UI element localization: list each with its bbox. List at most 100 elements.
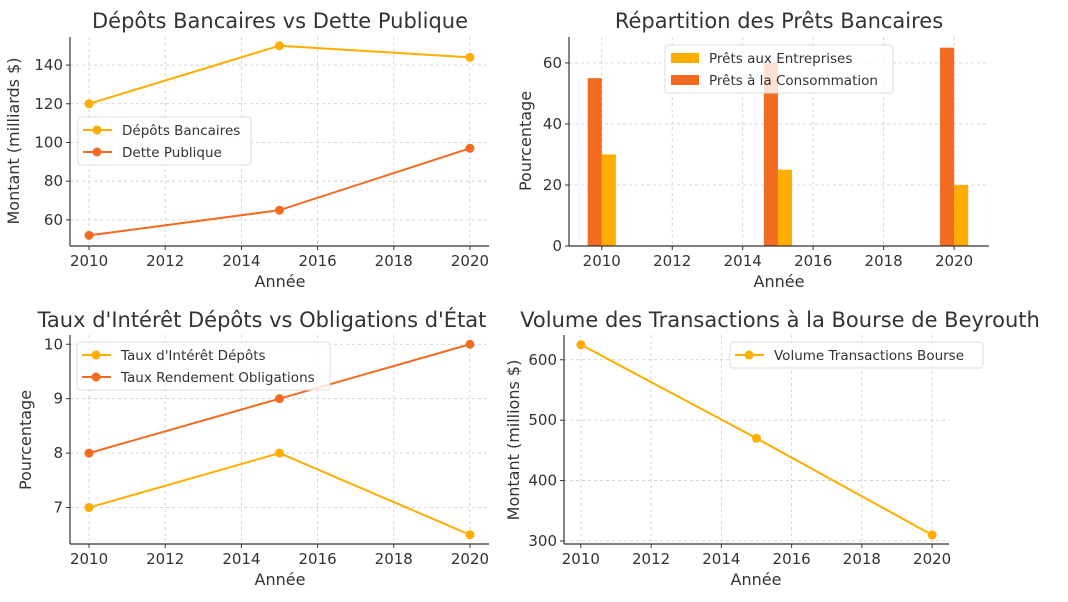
x-tick-label: 2020 bbox=[935, 252, 973, 270]
legend: Dépôts Bancaires Dette Publique bbox=[77, 116, 252, 166]
data-point bbox=[275, 41, 284, 51]
x-tick-label: 2014 bbox=[222, 550, 260, 568]
y-axis-label: Montant (milliards $) bbox=[4, 57, 23, 224]
x-axis-label: Année bbox=[754, 272, 805, 291]
chart-title: Dépôts Bancaires vs Dette Publique bbox=[92, 9, 468, 33]
chart-title: Répartition des Prêts Bancaires bbox=[615, 9, 943, 33]
series-line bbox=[88, 44, 471, 105]
x-tick-label: 2020 bbox=[451, 252, 489, 270]
y-tick-label: 100 bbox=[34, 133, 63, 151]
legend-marker bbox=[92, 147, 102, 157]
x-tick-label: 2012 bbox=[632, 550, 670, 568]
x-tick-label: 2012 bbox=[146, 252, 184, 270]
legend-box bbox=[77, 116, 252, 166]
subplot-2: 2010 2012 2014 2016 2018 2020 0 20 40 60 Prêts aux… bbox=[516, 9, 989, 291]
y-tick-label: 0 bbox=[552, 237, 562, 255]
y-tick-label: 60 bbox=[44, 211, 63, 229]
y-tick-label: 8 bbox=[53, 444, 63, 462]
legend-marker bbox=[91, 350, 101, 360]
x-tick-label: 2018 bbox=[843, 550, 881, 568]
data-point bbox=[84, 448, 94, 458]
legend-label: Dette Publique bbox=[122, 145, 222, 161]
legend-marker bbox=[91, 372, 101, 382]
legend-label: Prêts aux Entreprises bbox=[709, 51, 852, 67]
legend-swatch bbox=[671, 53, 699, 63]
bar-entreprises bbox=[601, 154, 616, 246]
x-tick-label: 2012 bbox=[146, 550, 184, 568]
subplot-1: 2010 2012 2014 2016 2018 2020 60 80 100 120 140 Dép… bbox=[4, 9, 489, 291]
legend-label: Volume Transactions Bourse bbox=[774, 348, 964, 364]
data-point bbox=[465, 143, 475, 153]
x-tick-label: 2016 bbox=[794, 252, 832, 270]
y-tick-label: 60 bbox=[543, 54, 562, 72]
y-tick-label: 80 bbox=[44, 172, 63, 190]
x-tick-label: 2020 bbox=[451, 550, 489, 568]
x-tick-label: 2012 bbox=[653, 252, 691, 270]
y-tick-label: 500 bbox=[528, 411, 557, 429]
legend-box bbox=[664, 44, 894, 94]
x-tick-label: 2016 bbox=[773, 550, 811, 568]
y-tick-label: 300 bbox=[528, 532, 557, 550]
data-point bbox=[576, 340, 586, 350]
x-tick-label: 2010 bbox=[562, 550, 600, 568]
data-point bbox=[275, 448, 284, 458]
y-tick-label: 20 bbox=[543, 176, 562, 194]
legend: Prêts aux Entreprises Prêts à la Consomma… bbox=[664, 44, 894, 94]
bar-entreprises bbox=[954, 184, 969, 246]
y-tick-label: 600 bbox=[528, 351, 557, 369]
data-point bbox=[275, 394, 284, 404]
y-tick-label: 7 bbox=[53, 499, 63, 517]
x-tick-label: 2018 bbox=[375, 252, 413, 270]
x-tick-label: 2010 bbox=[70, 252, 108, 270]
chart-title: Volume des Transactions à la Bourse de B… bbox=[520, 308, 1040, 332]
legend: Volume Transactions Bourse bbox=[729, 341, 984, 369]
legend: Taux d'Intérêt Dépôts Taux Rendement Obli… bbox=[76, 341, 331, 391]
legend-marker bbox=[92, 125, 102, 135]
data-point bbox=[927, 530, 937, 540]
x-tick-label: 2016 bbox=[298, 252, 336, 270]
x-tick-label: 2010 bbox=[583, 252, 621, 270]
legend-box bbox=[729, 341, 984, 369]
legend-marker bbox=[744, 350, 754, 360]
series-line bbox=[88, 452, 471, 536]
x-tick-label: 2016 bbox=[298, 550, 336, 568]
y-tick-label: 400 bbox=[528, 472, 557, 490]
bar-entreprises bbox=[777, 169, 793, 246]
x-tick-label: 2018 bbox=[865, 252, 903, 270]
data-point bbox=[465, 52, 475, 62]
x-tick-label: 2020 bbox=[913, 550, 951, 568]
x-axis-label: Année bbox=[255, 570, 306, 589]
legend-label: Prêts à la Consommation bbox=[709, 73, 878, 89]
x-axis-label: Année bbox=[255, 272, 306, 291]
y-tick-label: 140 bbox=[34, 56, 63, 74]
subplot-3: 2010 2012 2014 2016 2018 2020 7 8 9 10 Taux d'Inté… bbox=[16, 307, 489, 589]
data-point bbox=[275, 205, 284, 215]
x-tick-label: 2014 bbox=[724, 252, 762, 270]
subplot-4: 2010 2012 2014 2016 2018 2020 300 400 500 600 Volu… bbox=[504, 308, 1040, 589]
data-point bbox=[84, 230, 94, 240]
data-point bbox=[465, 530, 475, 540]
legend-label: Dépôts Bancaires bbox=[122, 123, 240, 139]
y-tick-label: 9 bbox=[53, 390, 63, 408]
x-tick-label: 2014 bbox=[222, 252, 260, 270]
y-tick-label: 40 bbox=[543, 115, 562, 133]
bar-consommation bbox=[940, 47, 955, 246]
legend-label: Taux d'Intérêt Dépôts bbox=[120, 348, 266, 364]
x-tick-label: 2018 bbox=[375, 550, 413, 568]
data-point bbox=[465, 339, 475, 349]
data-point bbox=[752, 433, 761, 443]
bar-consommation bbox=[763, 62, 778, 246]
legend-label: Taux Rendement Obligations bbox=[120, 370, 315, 386]
data-point bbox=[84, 99, 94, 109]
x-axis-label: Année bbox=[731, 570, 782, 589]
y-tick-label: 10 bbox=[44, 335, 63, 353]
chart-title: Taux d'Intérêt Dépôts vs Obligations d'É… bbox=[37, 307, 487, 332]
legend-box bbox=[76, 341, 331, 391]
x-tick-label: 2010 bbox=[70, 550, 108, 568]
legend-swatch bbox=[671, 75, 699, 85]
bar-consommation bbox=[587, 78, 602, 246]
y-axis-label: Pourcentage bbox=[16, 390, 35, 490]
y-axis-label: Montant (millions $) bbox=[504, 360, 523, 521]
x-tick-label: 2014 bbox=[702, 550, 740, 568]
